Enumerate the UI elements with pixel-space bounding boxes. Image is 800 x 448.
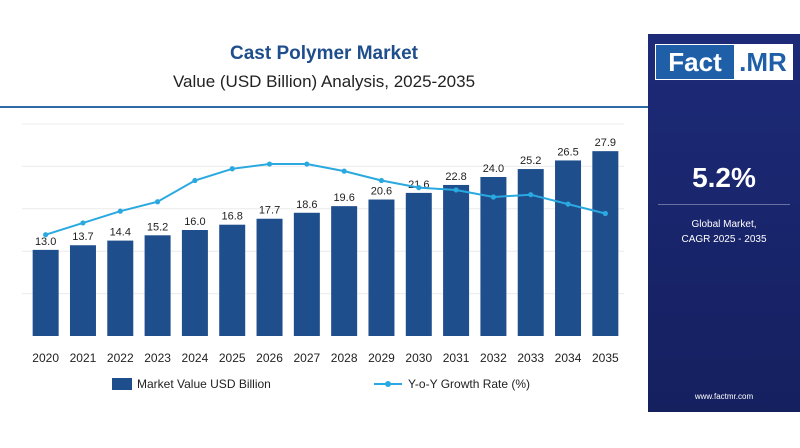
x-tick-label-2025: 2025	[219, 351, 246, 365]
legend-line-marker	[385, 381, 391, 387]
x-tick-label-2034: 2034	[555, 351, 582, 365]
growth-point-2027	[304, 161, 310, 167]
bar-2020	[32, 249, 59, 336]
bar-2027	[293, 212, 320, 336]
bar-value-label-2032: 24.0	[483, 163, 504, 175]
growth-point-2031	[453, 187, 459, 193]
bar-value-label-2028: 19.6	[333, 192, 354, 204]
x-tick-label-2023: 2023	[144, 351, 171, 365]
growth-point-2025	[229, 166, 235, 172]
x-tick-label-2021: 2021	[70, 351, 97, 365]
bar-value-label-2020: 13.0	[35, 236, 56, 248]
bar-value-label-2026: 17.7	[259, 205, 280, 217]
growth-point-2035	[602, 210, 608, 217]
bar-2026	[256, 218, 283, 336]
growth-point-2021	[80, 220, 86, 226]
chart-title: Cast Polymer Market	[230, 43, 419, 64]
cagr-label-line2: CAGR 2025 - 2035	[681, 234, 767, 245]
legend-bar-label: Market Value USD Billion	[137, 377, 271, 391]
growth-point-2020	[43, 232, 49, 238]
bar-value-label-2024: 16.0	[184, 216, 205, 228]
bar-2024	[181, 230, 208, 336]
bar-2028	[331, 206, 358, 336]
growth-point-2030	[416, 185, 422, 191]
bar-2021	[69, 245, 96, 336]
growth-point-2034	[565, 201, 571, 207]
bar-2022	[107, 240, 134, 336]
bar-2025	[219, 224, 246, 336]
legend-line-label: Y-o-Y Growth Rate (%)	[408, 377, 530, 391]
x-tick-label-2022: 2022	[107, 351, 134, 365]
x-tick-label-2035: 2035	[592, 351, 619, 365]
growth-point-2028	[341, 168, 347, 174]
x-tick-label-2020: 2020	[32, 351, 59, 365]
cagr-label: Global Market, CAGR 2025 - 2035	[648, 217, 800, 247]
bar-value-label-2031: 22.8	[445, 171, 466, 183]
x-tick-label-2026: 2026	[256, 351, 283, 365]
growth-point-2024	[192, 177, 198, 184]
bar-2023	[144, 235, 171, 336]
growth-point-2032	[490, 194, 497, 200]
bar-2032	[480, 177, 507, 336]
growth-point-2033	[528, 192, 534, 198]
bar-2034	[555, 160, 582, 336]
bar-value-label-2023: 15.2	[147, 221, 168, 233]
x-tick-label-2032: 2032	[480, 351, 507, 365]
x-tick-label-2027: 2027	[293, 351, 320, 365]
growth-point-2029	[378, 177, 385, 184]
logo-text-fact: Fact	[656, 45, 734, 79]
x-tick-label-2028: 2028	[331, 351, 358, 365]
logo-text-mr: .MR	[734, 45, 792, 79]
growth-point-2026	[266, 161, 273, 167]
growth-line	[45, 163, 606, 236]
bar-2035	[592, 151, 619, 336]
bar-value-label-2029: 20.6	[371, 186, 392, 198]
x-tick-label-2029: 2029	[368, 351, 395, 365]
growth-point-2022	[117, 208, 123, 214]
chart-area: Cast Polymer Market Value (USD Billion) A…	[0, 43, 648, 391]
x-tick-label-2033: 2033	[517, 351, 544, 365]
bar-2030	[405, 192, 432, 336]
bar-value-label-2021: 13.7	[72, 231, 93, 243]
factmr-logo: Fact .MR	[655, 44, 793, 80]
legend-bar-swatch	[112, 378, 132, 390]
bar-value-label-2025: 16.8	[222, 211, 243, 223]
bar-2029	[368, 199, 395, 336]
growth-point-2023	[154, 199, 161, 205]
bar-value-label-2034: 26.5	[557, 146, 578, 158]
cagr-label-line1: Global Market,	[691, 219, 757, 230]
sidebar-panel: Fact .MR 5.2% Global Market, CAGR 2025 -…	[648, 34, 800, 412]
bar-value-label-2033: 25.2	[520, 155, 541, 167]
bar-value-label-2035: 27.9	[595, 137, 616, 149]
chart-subtitle: Value (USD Billion) Analysis, 2025-2035	[173, 72, 475, 91]
x-tick-label-2031: 2031	[443, 351, 470, 365]
bar-2031	[443, 184, 470, 336]
divider	[658, 204, 790, 205]
x-tick-label-2030: 2030	[405, 351, 432, 365]
bar-value-label-2022: 14.4	[110, 227, 131, 239]
website-url: www.factmr.com	[694, 392, 754, 401]
chart-frame: Cast Polymer Market Value (USD Billion) A…	[0, 34, 800, 412]
bar-value-label-2027: 18.6	[296, 199, 317, 211]
x-tick-label-2024: 2024	[182, 351, 209, 365]
cagr-value: 5.2%	[692, 162, 756, 193]
